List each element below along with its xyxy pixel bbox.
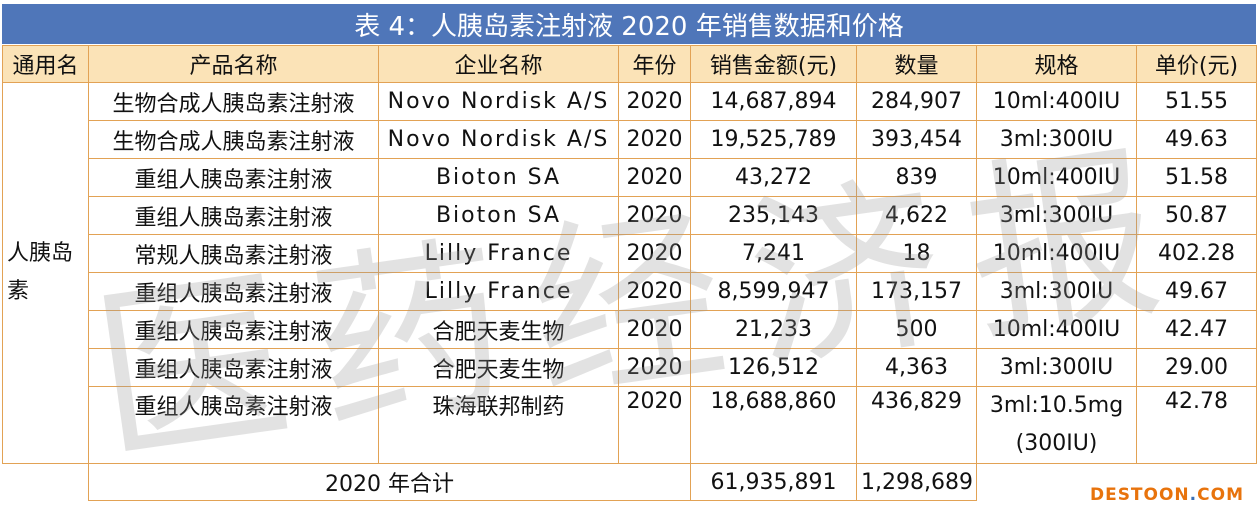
year-cell: 2020 (618, 348, 691, 387)
total-qty: 1,298,689 (856, 463, 977, 501)
header-generic-name: 通用名 (2, 45, 89, 83)
qty-cell: 4,622 (856, 196, 977, 235)
product-cell: 生物合成人胰岛素注射液 (88, 120, 379, 159)
year-cell: 2020 (618, 196, 691, 235)
table-row: 常规人胰岛素注射液 Lilly France 2020 7,241 18 10m… (3, 234, 1257, 273)
spec-cell: 3ml:10.5mg (300IU) (976, 386, 1137, 464)
qty-cell: 436,829 (856, 386, 977, 464)
product-cell: 重组人胰岛素注射液 (88, 348, 379, 387)
header-spec: 规格 (976, 45, 1137, 83)
year-cell: 2020 (618, 234, 691, 273)
brand-dot: . (1189, 485, 1198, 505)
table-row: 重组人胰岛素注射液 合肥天麦生物 2020 126,512 4,363 3ml:… (3, 348, 1257, 387)
table-row: 重组人胰岛素注射液 Bioton SA 2020 235,143 4,622 3… (3, 196, 1257, 235)
spec-cell: 3ml:300IU (976, 120, 1137, 159)
spec-cell: 10ml:400IU (976, 82, 1137, 121)
brand-tld: COM (1197, 485, 1244, 505)
table-title: 表 4：人胰岛素注射液 2020 年销售数据和价格 (2, 4, 1256, 44)
company-cell: Bioton SA (378, 158, 619, 197)
year-cell: 2020 (618, 386, 691, 464)
table-row: 重组人胰岛素注射液 合肥天麦生物 2020 21,233 500 10ml:40… (3, 310, 1257, 349)
product-cell: 常规人胰岛素注射液 (88, 234, 379, 273)
table-row: 生物合成人胰岛素注射液 Novo Nordisk A/S 2020 19,525… (3, 120, 1257, 159)
price-cell: 402.28 (1136, 234, 1257, 273)
amount-cell: 18,688,860 (690, 386, 857, 464)
product-cell: 重组人胰岛素注射液 (88, 158, 379, 197)
header-unit-price: 单价(元) (1136, 45, 1257, 83)
qty-cell: 500 (856, 310, 977, 349)
company-cell: Novo Nordisk A/S (378, 120, 619, 159)
header-product-name: 产品名称 (88, 45, 379, 83)
spec-cell: 10ml:400IU (976, 158, 1137, 197)
header-sales-amount: 销售金额(元) (690, 45, 857, 83)
price-cell: 51.58 (1136, 158, 1257, 197)
table-row: 重组人胰岛素注射液 Lilly France 2020 8,599,947 17… (3, 272, 1257, 311)
company-cell: Bioton SA (378, 196, 619, 235)
sales-table: 通用名 产品名称 企业名称 年份 销售金额(元) 数量 规格 单价(元) 人胰岛… (2, 45, 1257, 501)
brand-name: DESTOON (1089, 485, 1190, 505)
total-amount: 61,935,891 (690, 463, 857, 501)
amount-cell: 21,233 (690, 310, 857, 349)
qty-cell: 18 (856, 234, 977, 273)
price-cell: 29.00 (1136, 348, 1257, 387)
price-cell: 49.63 (1136, 120, 1257, 159)
product-cell: 生物合成人胰岛素注射液 (88, 82, 379, 121)
amount-cell: 19,525,789 (690, 120, 857, 159)
header-row: 通用名 产品名称 企业名称 年份 销售金额(元) 数量 规格 单价(元) (2, 45, 1257, 83)
amount-cell: 126,512 (690, 348, 857, 387)
amount-cell: 8,599,947 (690, 272, 857, 311)
product-cell: 重组人胰岛素注射液 (88, 310, 379, 349)
header-quantity: 数量 (856, 45, 977, 83)
table-row: 重组人胰岛素注射液 珠海联邦制药 2020 18,688,860 436,829… (3, 386, 1257, 464)
company-cell: Lilly France (378, 234, 619, 273)
product-cell: 重组人胰岛素注射液 (88, 386, 379, 464)
price-cell: 50.87 (1136, 196, 1257, 235)
category-cell: 人胰岛素 (2, 82, 89, 464)
table-row: 人胰岛素 生物合成人胰岛素注射液 Novo Nordisk A/S 2020 1… (2, 82, 1257, 464)
amount-cell: 43,272 (690, 158, 857, 197)
price-cell: 42.47 (1136, 310, 1257, 349)
price-cell: 42.78 (1136, 386, 1257, 464)
price-cell: 49.67 (1136, 272, 1257, 311)
qty-cell: 4,363 (856, 348, 977, 387)
year-cell: 2020 (618, 120, 691, 159)
company-cell: Novo Nordisk A/S (378, 82, 619, 121)
year-cell: 2020 (618, 82, 691, 121)
price-cell: 51.55 (1136, 82, 1257, 121)
company-cell: Lilly France (378, 272, 619, 311)
total-blank-cell (2, 463, 89, 501)
product-cell: 重组人胰岛素注射液 (88, 272, 379, 311)
product-cell: 重组人胰岛素注射液 (88, 196, 379, 235)
spec-cell: 3ml:300IU (976, 272, 1137, 311)
year-cell: 2020 (618, 158, 691, 197)
company-cell: 珠海联邦制药 (378, 386, 619, 464)
qty-cell: 284,907 (856, 82, 977, 121)
header-company-name: 企业名称 (378, 45, 619, 83)
year-cell: 2020 (618, 310, 691, 349)
company-cell: 合肥天麦生物 (378, 310, 619, 349)
spec-cell: 10ml:400IU (976, 234, 1137, 273)
spec-cell: 10ml:400IU (976, 310, 1137, 349)
header-year: 年份 (618, 45, 691, 83)
table-row: 重组人胰岛素注射液 Bioton SA 2020 43,272 839 10ml… (3, 158, 1257, 197)
year-cell: 2020 (618, 272, 691, 311)
qty-cell: 173,157 (856, 272, 977, 311)
qty-cell: 393,454 (856, 120, 977, 159)
company-cell: 合肥天麦生物 (378, 348, 619, 387)
amount-cell: 7,241 (690, 234, 857, 273)
spec-cell: 3ml:300IU (976, 348, 1137, 387)
total-empty-cell (976, 463, 1257, 501)
amount-cell: 235,143 (690, 196, 857, 235)
spec-cell: 3ml:300IU (976, 196, 1137, 235)
brand-logo: DESTOON.COM (1090, 485, 1244, 505)
qty-cell: 839 (856, 158, 977, 197)
total-row: 2020 年合计 61,935,891 1,298,689 (2, 463, 1257, 501)
amount-cell: 14,687,894 (690, 82, 857, 121)
total-label: 2020 年合计 (88, 463, 691, 501)
